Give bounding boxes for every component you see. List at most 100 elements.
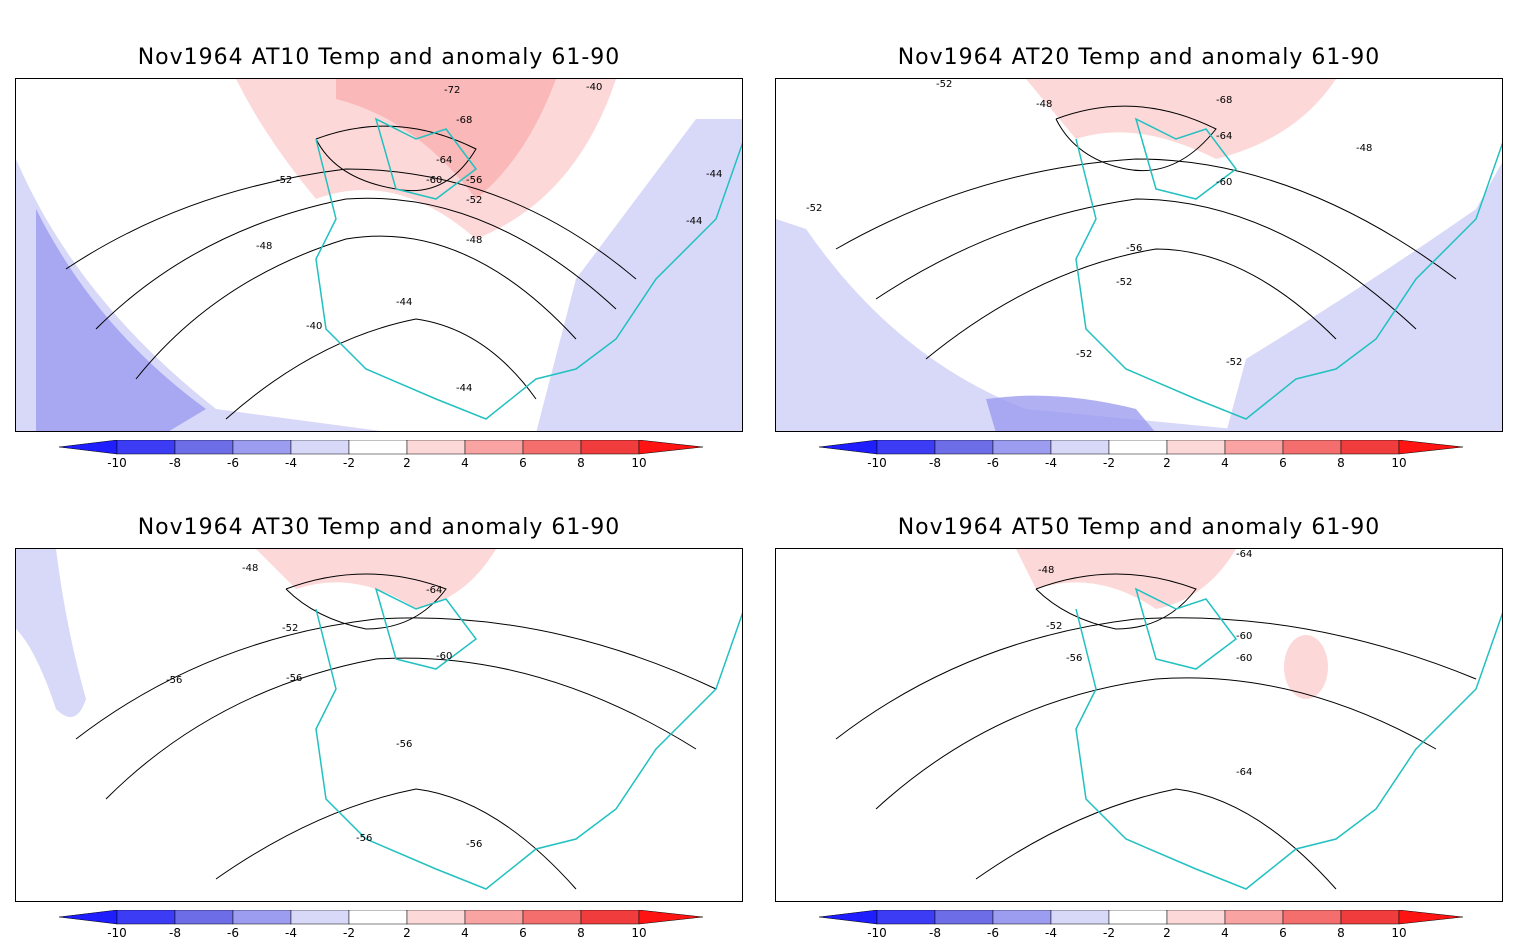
contour-label: -52	[806, 203, 823, 214]
contour-label: -60	[436, 651, 453, 662]
colorbar-arrow-left	[59, 910, 118, 925]
colorbar-label: 4	[1221, 926, 1229, 940]
contour-label: -56	[356, 833, 373, 844]
contour-line	[75, 617, 717, 740]
colorbar-label: -2	[343, 456, 355, 470]
colorbar: -10 -8 -6 -4 -2 2 4 6 8 10	[59, 910, 703, 944]
colorbar-label: -8	[929, 456, 941, 470]
colorbar-swatch	[1050, 440, 1110, 455]
contour-label: -56	[1066, 653, 1083, 664]
colorbar-arrow-right	[638, 910, 703, 925]
colorbar-swatch	[1282, 440, 1342, 455]
colorbar-label: -4	[285, 456, 297, 470]
contour-label: -60	[426, 175, 443, 186]
colorbar-swatch	[1166, 910, 1226, 925]
contour-label: -64	[436, 155, 453, 166]
colorbar-swatch	[464, 910, 524, 925]
contour-label: -56	[1126, 243, 1143, 254]
colorbar-swatch	[1224, 440, 1284, 455]
contour-line	[95, 197, 617, 330]
anomaly-shade-warm	[1026, 79, 1336, 159]
colorbar-label: 2	[1163, 926, 1171, 940]
coastline	[1134, 587, 1238, 670]
contour-label: -40	[306, 321, 323, 332]
contour-label: -52	[936, 79, 953, 90]
anomaly-shade-warm	[1284, 635, 1328, 699]
colorbar-arrow-right	[638, 440, 703, 455]
colorbar-label: 10	[631, 926, 647, 940]
contour-label: -56	[396, 739, 413, 750]
colorbar-label: -4	[1045, 926, 1057, 940]
colorbar-label: 2	[403, 456, 411, 470]
colorbar: -10 -8 -6 -4 -2 2 4 6 8 10	[819, 910, 1463, 944]
contour-label: -72	[444, 85, 461, 96]
colorbar-label: 4	[461, 456, 469, 470]
contour-line	[135, 235, 577, 380]
contour-line	[875, 198, 1417, 330]
contour-label: -68	[1216, 95, 1233, 106]
colorbar-label: 10	[1391, 926, 1407, 940]
contour-label: -44	[396, 297, 413, 308]
colorbar-label: -8	[169, 926, 181, 940]
panel-title: Nov1964 AT20 Temp and anomaly 61-90	[897, 45, 1381, 70]
contour-line	[925, 248, 1337, 360]
map-canvas	[776, 79, 1502, 431]
coastline	[315, 608, 742, 890]
colorbar-swatch	[290, 440, 350, 455]
colorbar-arrow-right	[1398, 440, 1463, 455]
colorbar-label: 4	[461, 926, 469, 940]
contour-line	[225, 318, 537, 420]
contour-label: -44	[456, 383, 473, 394]
contour-label: -64	[1216, 131, 1233, 142]
colorbar-label: -6	[227, 456, 239, 470]
contour-line	[835, 158, 1457, 280]
contour-label: -60	[1216, 177, 1233, 188]
coastline	[1075, 138, 1502, 420]
colorbar-swatch	[992, 910, 1052, 925]
coastline	[374, 587, 478, 670]
colorbar-arrow-right	[1398, 910, 1463, 925]
contour-label: -52	[466, 195, 483, 206]
contour-label: -56	[466, 839, 483, 850]
colorbar-swatch	[1340, 440, 1400, 455]
colorbar-arrow-left	[819, 440, 878, 455]
colorbar-label: -10	[867, 456, 887, 470]
map-frame: -72 -68 -64 -60 -56 -52 -52 -48 -48 -44 …	[15, 78, 743, 432]
colorbar-swatch	[1340, 910, 1400, 925]
contour-label: -52	[1226, 357, 1243, 368]
map-canvas	[16, 549, 742, 890]
colorbar-swatch	[934, 440, 994, 455]
colorbar-label: -10	[867, 926, 887, 940]
colorbar-swatch	[174, 910, 234, 925]
colorbar-swatch	[992, 440, 1052, 455]
colorbar-swatch	[1166, 440, 1226, 455]
coastline	[1075, 608, 1502, 890]
colorbar-label: 8	[1337, 456, 1345, 470]
colorbar-swatch	[232, 440, 292, 455]
colorbar-swatch	[348, 910, 408, 925]
contour-line	[65, 168, 637, 280]
contour-line	[215, 788, 577, 890]
coastline	[315, 138, 742, 420]
contour-line	[105, 657, 697, 800]
contour-label: -52	[1076, 349, 1093, 360]
colorbar-label: 6	[1279, 456, 1287, 470]
colorbar-label: -6	[987, 456, 999, 470]
colorbar-swatch	[464, 440, 524, 455]
contour-line	[875, 677, 1437, 810]
colorbar-label: -6	[987, 926, 999, 940]
colorbar-label: -2	[343, 926, 355, 940]
colorbar-label: -2	[1103, 456, 1115, 470]
contour-line	[1035, 573, 1197, 630]
colorbar-swatch	[116, 440, 176, 455]
colorbar-label: 6	[519, 926, 527, 940]
contour-label: -52	[276, 175, 293, 186]
colorbar-label: 8	[577, 456, 585, 470]
contour-line	[1055, 105, 1217, 172]
panel-title: Nov1964 AT30 Temp and anomaly 61-90	[137, 515, 621, 540]
contour-label: -56	[286, 673, 303, 684]
colorbar-label: 8	[577, 926, 585, 940]
contour-label: -52	[1116, 277, 1133, 288]
colorbar-swatch	[406, 910, 466, 925]
contour-label: -48	[242, 563, 259, 574]
